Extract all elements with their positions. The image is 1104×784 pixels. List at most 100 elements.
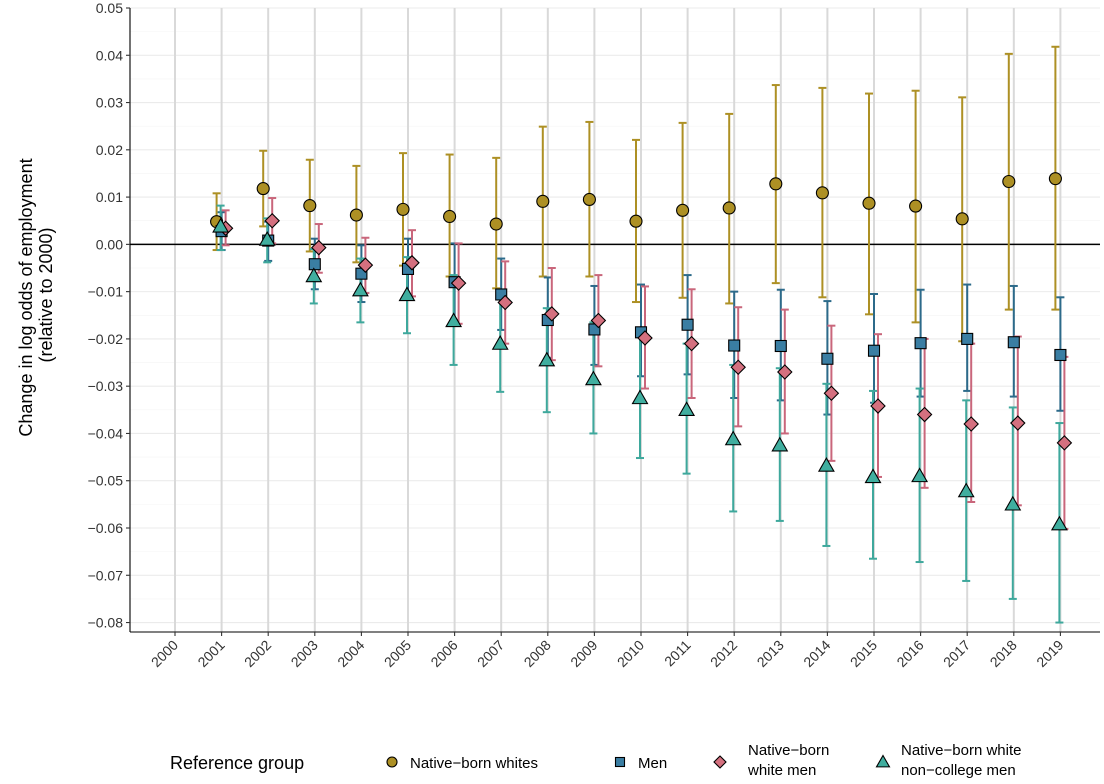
y-tick-label: 0.02: [96, 142, 123, 158]
data-point: [443, 209, 457, 224]
data-point: [817, 456, 835, 472]
marker-group: [212, 217, 1068, 531]
data-point: [678, 401, 696, 416]
data-point: [774, 339, 787, 353]
data-point: [730, 359, 746, 376]
x-tick-label: 2018: [987, 637, 1020, 670]
data-point: [1010, 415, 1026, 431]
x-tick-label: 2016: [893, 637, 926, 670]
x-tick-label: 2003: [288, 637, 321, 670]
data-point: [450, 275, 467, 291]
data-point: [862, 196, 876, 210]
y-tick-label: 0.01: [96, 189, 123, 205]
data-point: [396, 202, 410, 216]
data-point: [823, 385, 840, 402]
data-point: [771, 436, 789, 452]
data-point: [676, 203, 690, 217]
y-tick-label: −0.07: [88, 567, 124, 583]
data-point: [631, 389, 649, 405]
data-point: [584, 370, 602, 386]
data-point: [815, 186, 829, 200]
data-point: [724, 430, 742, 446]
data-point: [445, 312, 463, 328]
x-tick-label: 2019: [1033, 637, 1066, 670]
data-point: [590, 312, 607, 329]
y-axis-title-line1: Change in log odds of employment: [16, 158, 36, 436]
x-tick-label: 2004: [334, 637, 367, 670]
grid-layer: [130, 7, 1100, 632]
y-tick-label: 0.00: [96, 236, 123, 252]
marker-group: [210, 172, 1062, 231]
x-tick-label: 2007: [474, 637, 507, 670]
x-tick-label: 2010: [614, 637, 647, 670]
data-point: [728, 339, 741, 352]
y-tick-label: −0.01: [88, 284, 124, 300]
data-point: [870, 398, 886, 414]
data-point: [536, 194, 550, 208]
data-point: [212, 217, 230, 233]
y-tick-label: −0.04: [88, 425, 124, 441]
data-point: [1004, 495, 1022, 511]
x-tick-label: 2000: [148, 637, 181, 670]
data-point: [258, 231, 276, 246]
x-tick-label: 2014: [800, 637, 833, 670]
y-tick-label: −0.05: [88, 473, 124, 489]
data-point: [867, 344, 881, 357]
x-tick-label: 2009: [567, 637, 600, 670]
legend-label: white men: [747, 762, 816, 779]
data-point: [264, 212, 280, 229]
x-tick-label: 2013: [754, 637, 787, 670]
data-point: [864, 468, 882, 484]
series-group: [221, 197, 1069, 530]
series-layer: [210, 45, 1073, 624]
data-point: [722, 201, 736, 215]
data-point: [957, 482, 975, 498]
data-point: [914, 337, 927, 350]
data-point: [821, 352, 834, 365]
x-tick-label: 2001: [194, 637, 227, 670]
data-point: [1048, 172, 1062, 186]
data-point: [538, 351, 556, 367]
y-tick-label: −0.06: [88, 520, 124, 536]
data-point: [489, 217, 503, 231]
data-point: [308, 258, 321, 271]
data-point: [769, 177, 783, 191]
data-point: [683, 335, 700, 352]
data-point: [637, 330, 653, 346]
data-point: [491, 335, 509, 350]
y-axis-title-line2: (relative to 2000): [36, 227, 56, 362]
data-point: [256, 182, 270, 196]
data-point: [961, 332, 974, 345]
x-tick-label: 2002: [241, 637, 274, 670]
legend-label: Native−born whites: [410, 755, 538, 772]
x-tick-label: 2005: [381, 637, 414, 670]
data-point: [349, 208, 363, 222]
legend-label: Native−born white: [901, 742, 1021, 759]
legend-label: Men: [638, 755, 667, 772]
y-tick-label: 0.04: [96, 47, 123, 63]
legend-title: Reference group: [170, 753, 304, 773]
data-point: [1007, 336, 1020, 349]
x-tick-label: 2012: [707, 637, 740, 670]
data-point: [963, 416, 979, 432]
data-point: [777, 364, 793, 380]
data-point: [1002, 174, 1016, 189]
data-point: [1050, 515, 1068, 531]
data-point: [398, 286, 416, 302]
data-point: [909, 199, 923, 213]
data-point: [351, 281, 369, 297]
legend: Reference group Native−born whites Men Nat…: [170, 742, 1021, 779]
y-axis-title: Change in log odds of employment (relati…: [16, 153, 56, 436]
y-tick-label: 0.03: [96, 95, 123, 111]
data-point: [357, 257, 374, 273]
x-tick-label: 2011: [661, 637, 694, 670]
data-point: [1054, 348, 1067, 362]
legend-key: [875, 754, 891, 768]
data-point: [916, 406, 933, 423]
data-point: [311, 239, 327, 256]
legend-key: [614, 756, 626, 768]
data-point: [303, 199, 317, 213]
legend-key: [386, 756, 398, 768]
y-tick-label: −0.03: [88, 378, 124, 394]
